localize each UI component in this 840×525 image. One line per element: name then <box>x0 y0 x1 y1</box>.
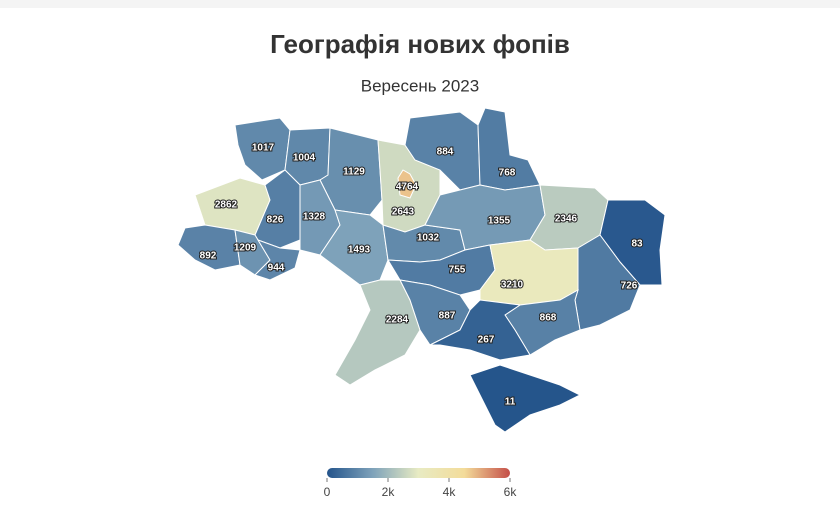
colorbar-tick-label: 0 <box>324 485 331 499</box>
region-label: 868 <box>540 313 557 324</box>
region-label: 4764 <box>396 182 419 193</box>
colorbar-tick-label: 2k <box>382 485 396 499</box>
region <box>479 239 579 306</box>
region <box>234 117 291 181</box>
region <box>469 364 582 433</box>
region-label: 726 <box>621 281 638 292</box>
region-label: 2346 <box>555 214 578 225</box>
region-label: 2862 <box>215 200 238 211</box>
region-label: 826 <box>267 215 284 226</box>
region-label: 1129 <box>343 167 365 178</box>
region-label: 1355 <box>488 216 511 227</box>
colorbar-tick-label: 6k <box>504 485 518 499</box>
region-label: 892 <box>200 251 217 262</box>
region-label: 1017 <box>252 143 275 154</box>
region <box>177 224 241 271</box>
colorbar-tick-label: 4k <box>443 485 457 499</box>
region-label: 3210 <box>501 280 524 291</box>
region-label: 944 <box>268 263 285 274</box>
region-label: 267 <box>478 335 495 346</box>
regions <box>177 107 666 433</box>
region-label: 1493 <box>348 245 371 256</box>
region <box>429 299 531 361</box>
region-label: 1032 <box>417 233 440 244</box>
region-label: 887 <box>439 311 456 322</box>
map-title: Географія нових фопів <box>270 29 570 59</box>
region-label: 884 <box>437 147 454 158</box>
region <box>254 239 301 281</box>
region <box>397 169 417 199</box>
region-label: 755 <box>449 265 466 276</box>
region-label: 11 <box>505 397 516 408</box>
map-subtitle: Вересень 2023 <box>361 76 479 95</box>
region-label: 1004 <box>293 153 316 164</box>
region-label: 1209 <box>234 243 257 254</box>
region-label: 83 <box>631 239 643 250</box>
region-label: 2643 <box>392 207 415 218</box>
region-label: 768 <box>499 168 516 179</box>
region <box>334 279 421 386</box>
region-label: 2284 <box>386 315 409 326</box>
region-labels: 1017 1004 1129 2643 4764 884 768 2862 826 1328 149… <box>199 142 644 409</box>
colorbar-gradient <box>327 468 510 478</box>
top-bar <box>0 0 840 8</box>
colorbar: 0 2k 4k 6k <box>324 468 518 499</box>
region-label: 1328 <box>303 212 326 223</box>
